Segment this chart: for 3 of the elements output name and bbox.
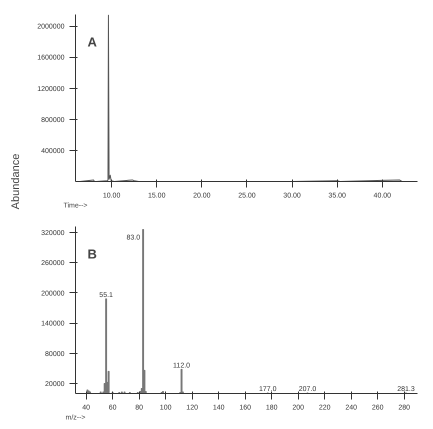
text: A xyxy=(88,34,98,50)
y-axis-title: Abundance xyxy=(10,154,22,210)
text: B xyxy=(88,246,97,262)
